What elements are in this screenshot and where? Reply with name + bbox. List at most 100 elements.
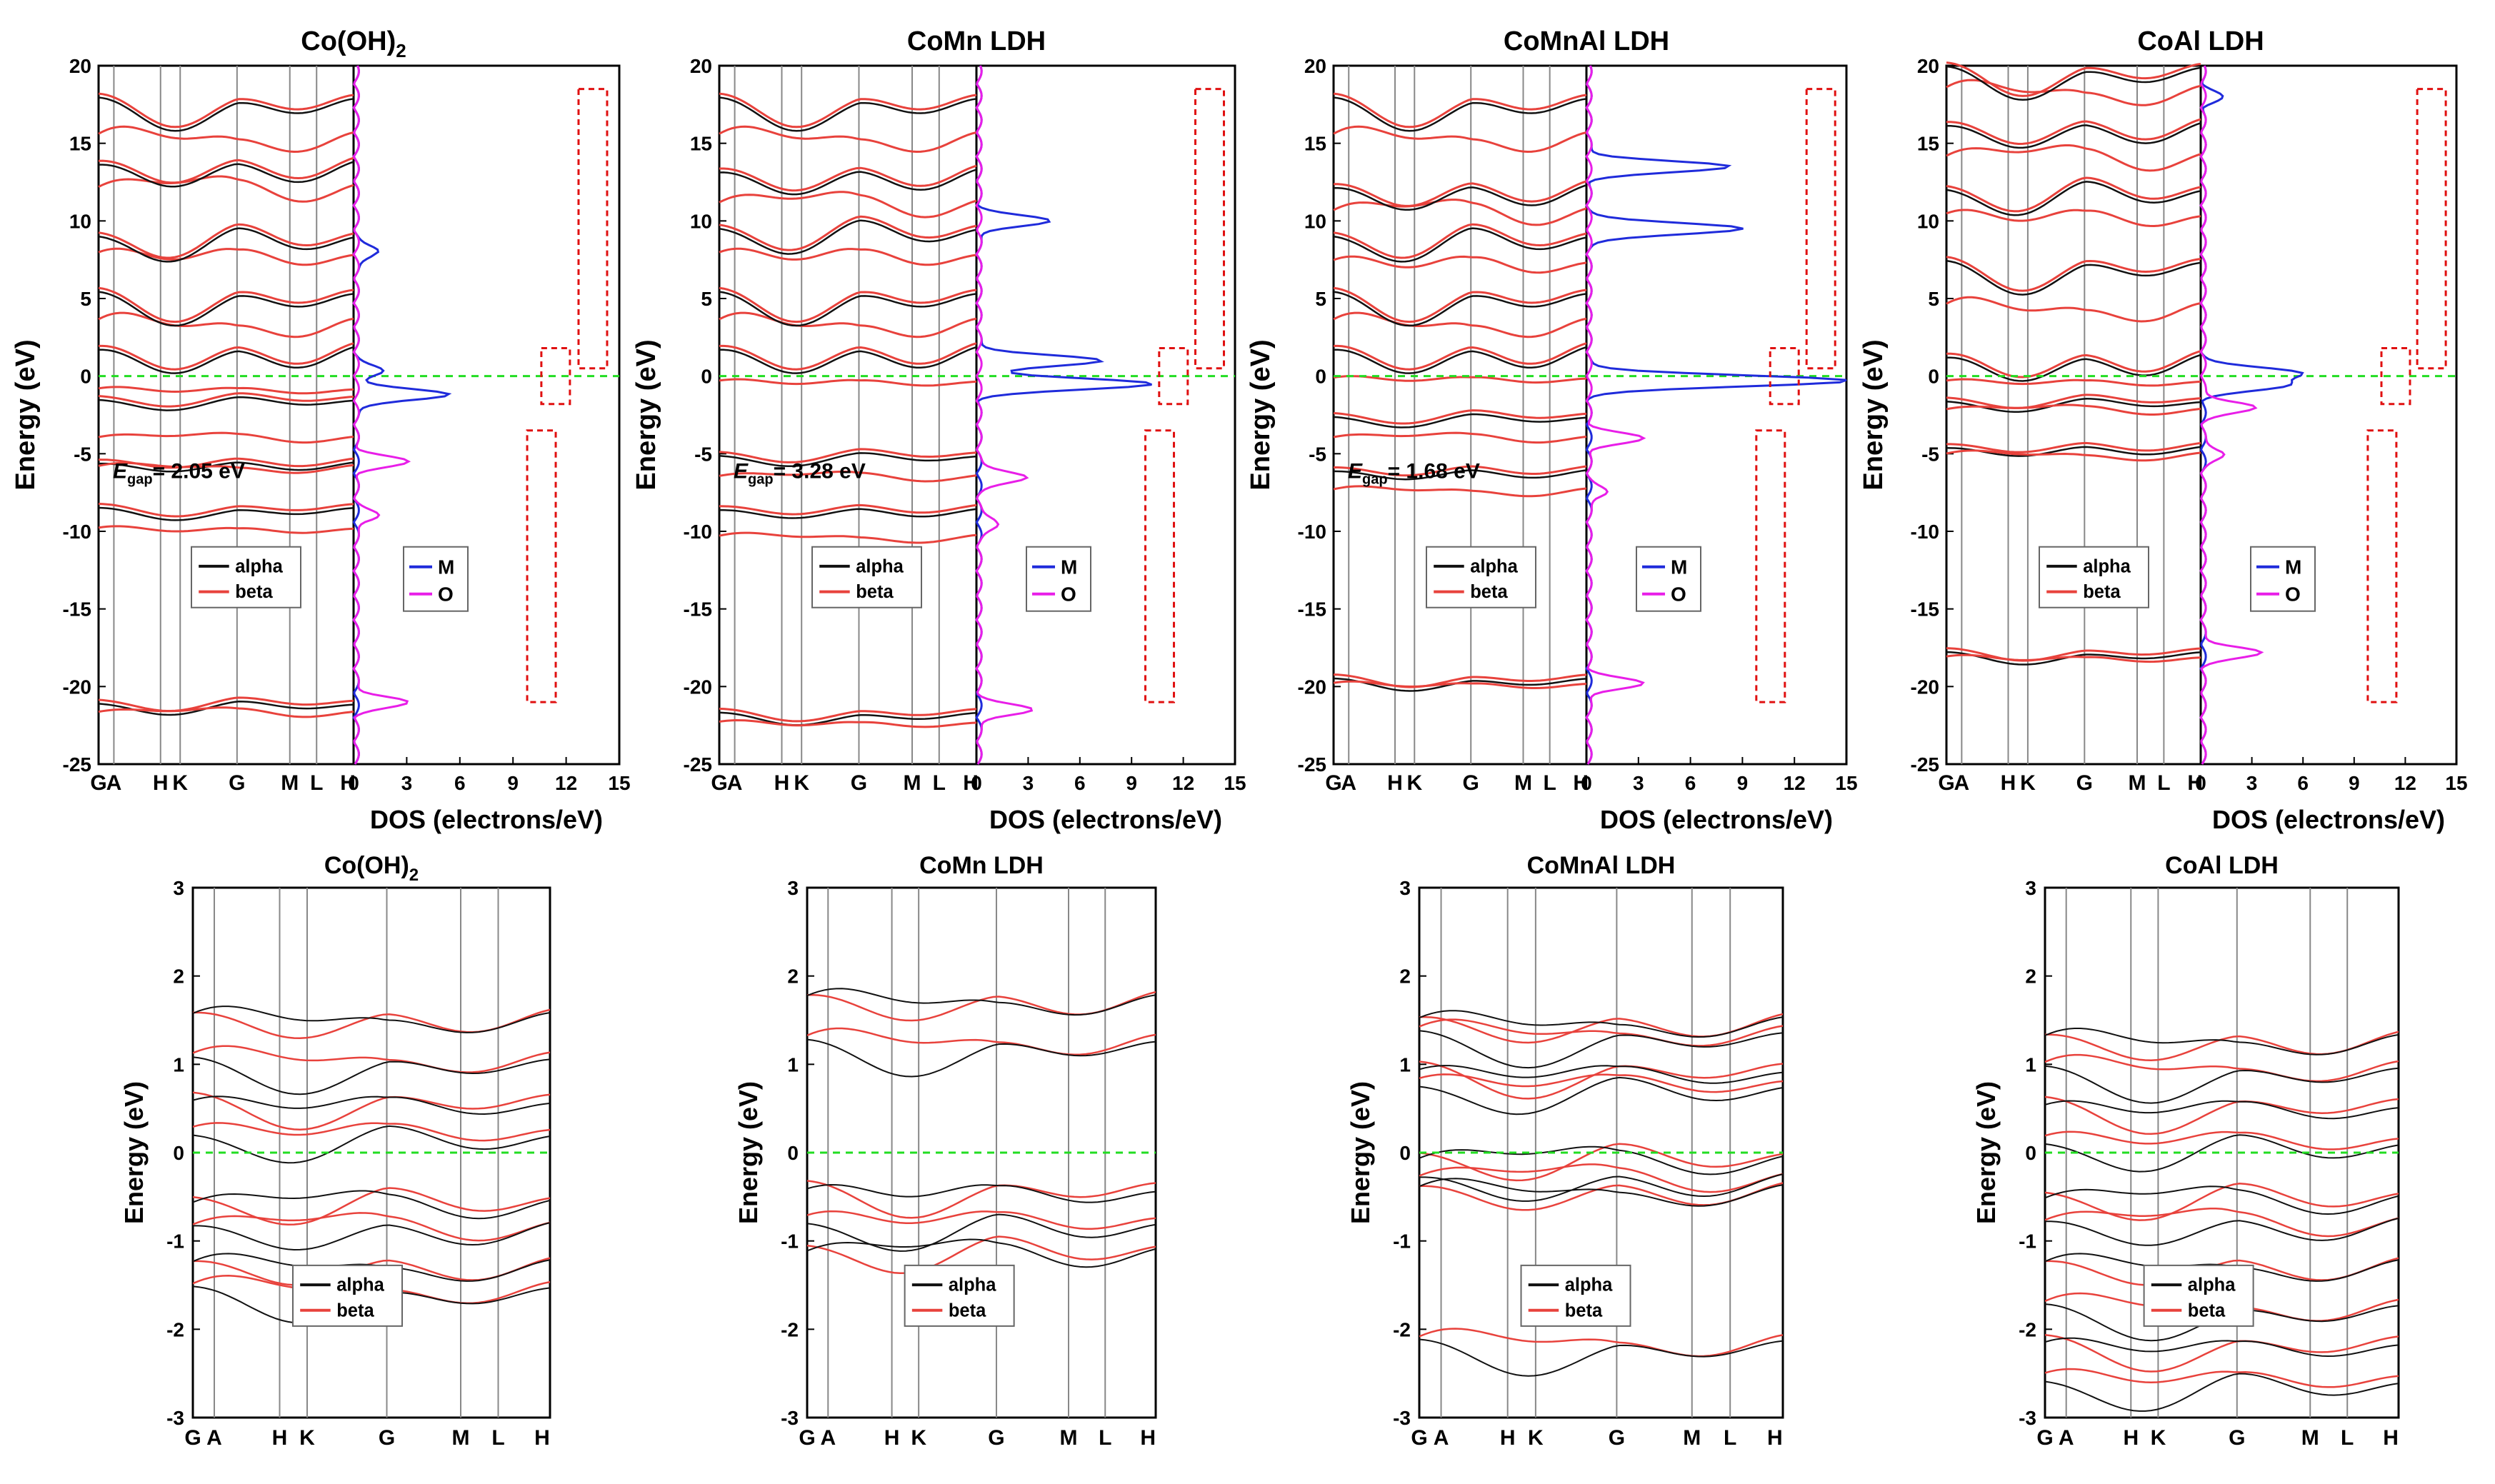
band-alpha bbox=[2045, 1185, 2399, 1215]
band-alpha bbox=[719, 169, 977, 196]
dos-xtick-label: 9 bbox=[2349, 772, 2360, 794]
ytick-label: -3 bbox=[166, 1407, 184, 1429]
dos-curve-o bbox=[1585, 65, 1646, 765]
kpoint-label: G bbox=[988, 1426, 1004, 1450]
kpoint-label: H bbox=[1387, 771, 1403, 795]
ylabel: Energy (eV) bbox=[1346, 1081, 1375, 1224]
band-alpha bbox=[1946, 181, 2201, 216]
ylabel: Energy (eV) bbox=[1859, 339, 1889, 490]
kpoint-label: M bbox=[1514, 771, 1532, 795]
ytick-label: -20 bbox=[684, 676, 712, 698]
band-beta bbox=[719, 470, 977, 483]
ytick-label: 3 bbox=[1399, 877, 1411, 899]
band-beta bbox=[1946, 176, 2201, 213]
ytick-label: 1 bbox=[173, 1053, 184, 1076]
band-beta bbox=[1333, 311, 1587, 339]
band-beta bbox=[1946, 393, 2201, 409]
kpoint-label: G bbox=[711, 771, 727, 795]
legend-alpha-label: alpha bbox=[949, 1275, 996, 1295]
kpoint-label: H bbox=[963, 771, 979, 795]
band-alpha bbox=[2045, 1373, 2399, 1412]
band-beta bbox=[193, 1122, 550, 1142]
band-beta bbox=[1946, 378, 2201, 387]
gap-value: = 1.68 eV bbox=[1388, 460, 1480, 483]
band-beta bbox=[719, 191, 977, 219]
legend-alpha-label: alpha bbox=[1470, 556, 1518, 576]
dos-legend-m-label: M bbox=[2285, 556, 2301, 578]
highlight-box-conduction bbox=[2416, 88, 2447, 370]
legend-frame bbox=[292, 1264, 403, 1327]
kpoint-label: H bbox=[153, 771, 169, 795]
band-alpha bbox=[99, 346, 354, 374]
dos-legend-frame bbox=[1026, 546, 1091, 612]
band-beta bbox=[98, 696, 354, 712]
band-alpha bbox=[193, 1056, 550, 1096]
ytick-label: -5 bbox=[1309, 443, 1326, 465]
legend-frame bbox=[2143, 1264, 2254, 1327]
band-beta bbox=[1333, 255, 1587, 274]
band-beta bbox=[193, 1091, 550, 1130]
kpoint-label: G bbox=[1411, 1426, 1427, 1450]
band-beta bbox=[1333, 223, 1587, 259]
ytick-label: -5 bbox=[74, 443, 91, 465]
panel-title: Co(OH)2 bbox=[324, 852, 419, 885]
dos-legend-m-label: M bbox=[438, 556, 454, 578]
ytick-label: -25 bbox=[684, 753, 712, 776]
band-beta bbox=[1334, 342, 1587, 371]
ytick-label: 0 bbox=[787, 1142, 799, 1164]
ytick-label: -20 bbox=[1911, 676, 1939, 698]
band-alpha bbox=[1419, 1338, 1783, 1377]
dos-xtick-label: 12 bbox=[1172, 772, 1194, 794]
ytick-label: 1 bbox=[1399, 1053, 1411, 1076]
band-beta bbox=[98, 431, 354, 444]
band-beta bbox=[719, 342, 977, 371]
panel-title: CoMnAl LDH bbox=[1527, 852, 1676, 879]
band-beta bbox=[1419, 1018, 1783, 1047]
band-alpha bbox=[1334, 184, 1587, 211]
dos-curve-o bbox=[2199, 65, 2264, 765]
band-beta bbox=[719, 247, 977, 266]
gap-sub: gap bbox=[127, 472, 153, 488]
legend-alpha-label: alpha bbox=[2188, 1275, 2236, 1295]
kpoint-label: H bbox=[272, 1426, 288, 1450]
band-beta bbox=[807, 991, 1156, 1022]
kpoint-label: H bbox=[2123, 1426, 2139, 1450]
kpoint-label: H bbox=[1767, 1426, 1783, 1450]
band-alpha bbox=[807, 988, 1156, 1016]
dos-xtick-label: 6 bbox=[454, 772, 466, 794]
dos-xtick-label: 12 bbox=[555, 772, 577, 794]
dos-legend-frame bbox=[403, 546, 469, 612]
legend-beta-label: beta bbox=[1470, 582, 1508, 602]
highlight-box-fermi bbox=[540, 347, 571, 406]
legend-beta-label: beta bbox=[2188, 1300, 2226, 1320]
kpoint-label: H bbox=[2383, 1426, 2399, 1450]
legend-alpha-label: alpha bbox=[336, 1275, 384, 1295]
ytick-label: -15 bbox=[1298, 598, 1326, 621]
band-beta bbox=[1333, 286, 1587, 324]
band-alpha bbox=[807, 1213, 1156, 1252]
band-alpha bbox=[193, 1190, 550, 1220]
band-beta bbox=[1333, 409, 1587, 425]
band-alpha bbox=[719, 96, 977, 132]
band-beta bbox=[1946, 118, 2201, 146]
dos-xtick-label: 3 bbox=[401, 772, 413, 794]
ytick-label: 20 bbox=[690, 55, 712, 77]
dos-xtick-label: 15 bbox=[1224, 772, 1246, 794]
kpoint-label: G bbox=[1609, 1426, 1625, 1450]
highlight-box-valence bbox=[2366, 429, 2398, 703]
band-beta bbox=[1333, 680, 1587, 689]
band-beta bbox=[2045, 1031, 2399, 1061]
band-alpha bbox=[719, 291, 977, 327]
panel-title: CoMn LDH bbox=[919, 852, 1044, 879]
dos-xtick-label: 0 bbox=[348, 772, 359, 794]
band-beta bbox=[1946, 144, 2201, 172]
panel-t0: Co(OH)2GA H K G M L H20151050-5-10-15-20-25Ene… bbox=[11, 26, 631, 834]
band-beta bbox=[1946, 449, 2201, 462]
dos-curve-o bbox=[975, 65, 1034, 765]
dos-legend-o-label: O bbox=[438, 583, 454, 606]
dos-xtick-label: 0 bbox=[971, 772, 982, 794]
band-alpha bbox=[807, 1038, 1156, 1078]
ytick-label: -25 bbox=[1911, 753, 1939, 776]
